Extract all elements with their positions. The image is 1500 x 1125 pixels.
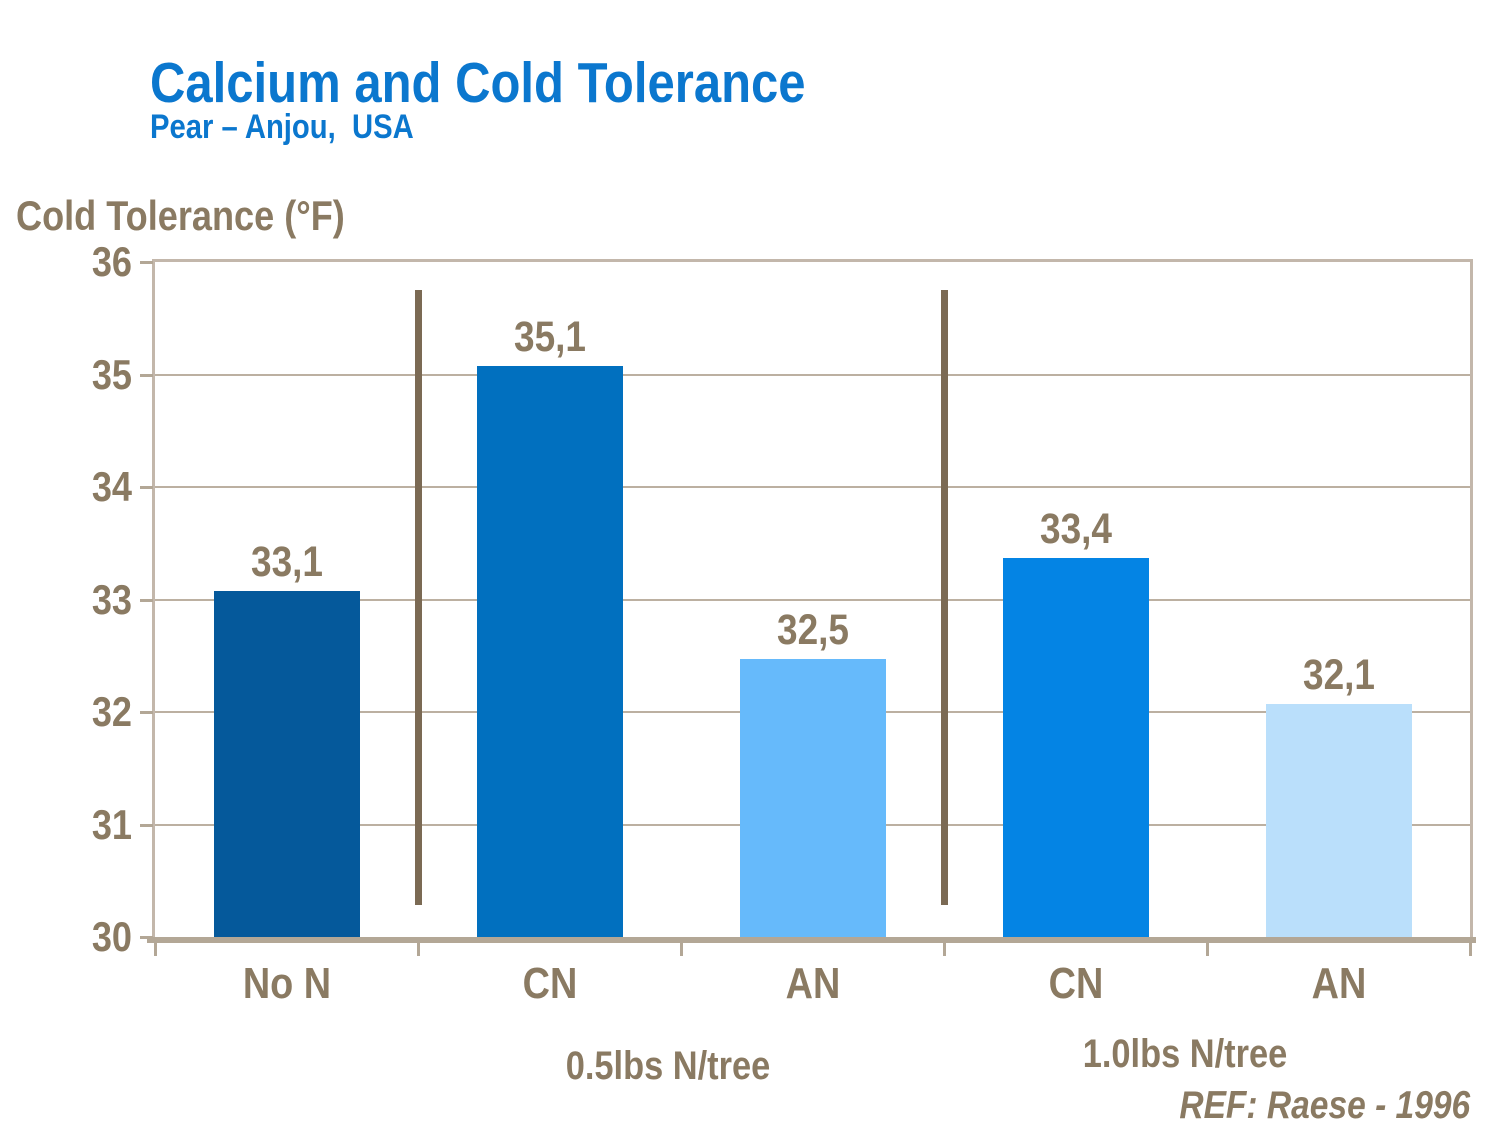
x-axis-tick (1206, 943, 1209, 956)
x-axis-tick (680, 943, 683, 956)
x-axis-tick (1469, 943, 1472, 956)
bar (739, 658, 886, 940)
y-axis-tick-label: 36 (91, 238, 132, 285)
y-axis-tick-label: 32 (91, 688, 132, 735)
gridline (155, 373, 1470, 376)
x-axis-category-label: CN (1048, 959, 1103, 1008)
y-axis-tick (140, 261, 153, 264)
y-axis-tick-label: 34 (91, 463, 132, 510)
gridline (155, 598, 1470, 601)
y-axis-tick-label: 35 (91, 350, 132, 398)
x-axis-category-label: AN (1311, 959, 1366, 1008)
x-axis-category-label: CN (522, 959, 577, 1008)
x-axis-category-label: No N (242, 959, 331, 1008)
x-axis-category-label: AN (785, 959, 840, 1008)
bar (1002, 557, 1149, 940)
x-axis-tick (154, 943, 157, 956)
y-axis-title: Cold Tolerance (°F) (16, 192, 345, 239)
bar (1265, 703, 1412, 940)
y-axis-tick (140, 823, 153, 827)
group-divider (415, 290, 422, 905)
bar-value-label: 35,1 (513, 313, 586, 362)
y-axis-tick-label: 30 (91, 913, 132, 960)
bar-value-label: 33,4 (1039, 504, 1112, 553)
group-label: 0.5lbs N/tree (565, 1044, 771, 1088)
group-label: 1.0lbs N/tree (1082, 1032, 1288, 1076)
bar (476, 366, 623, 940)
y-axis-tick (140, 936, 153, 939)
y-axis-tick-label: 31 (91, 800, 132, 848)
chart-title: Calcium and Cold Tolerance (150, 51, 806, 115)
y-axis-tick-label: 33 (91, 575, 132, 623)
group-divider (941, 290, 948, 905)
gridline (155, 486, 1470, 488)
plot-area: 33,1 35,1 32,5 33,4 32,1 (152, 259, 1473, 940)
x-axis-tick (417, 943, 420, 956)
y-axis-tick (140, 486, 153, 489)
y-axis-tick (140, 598, 153, 602)
bar-value-label: 32,1 (1302, 650, 1375, 699)
reference-text: REF: Raese - 1996 (1179, 1084, 1470, 1125)
y-axis-tick (140, 711, 153, 714)
y-axis-tick (140, 373, 153, 377)
chart-subtitle: Pear – Anjou, USA (150, 108, 414, 146)
bar-value-label: 32,5 (776, 605, 849, 654)
bar-value-label: 33,1 (250, 538, 323, 587)
bar (213, 591, 360, 940)
x-axis-tick (943, 943, 946, 956)
x-axis-line (147, 937, 1476, 943)
